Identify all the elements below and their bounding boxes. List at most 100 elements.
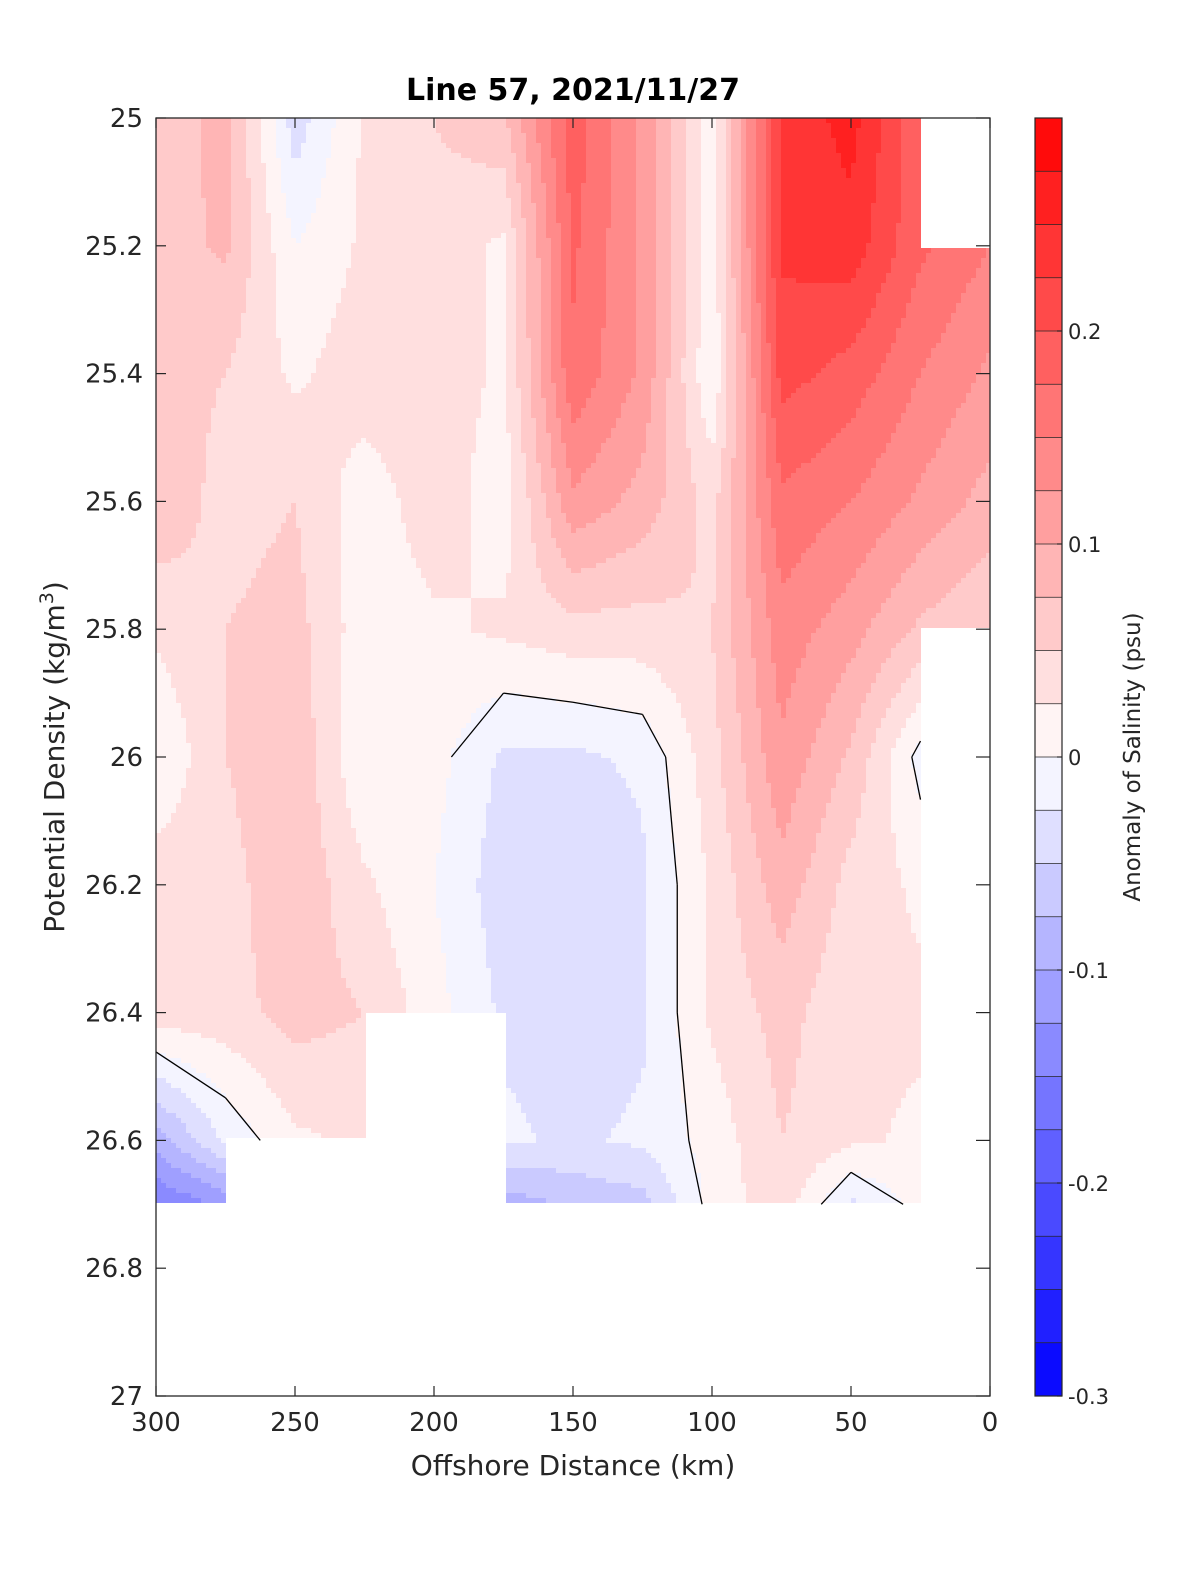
field-cell (856, 128, 881, 133)
field-cell (716, 218, 726, 223)
field-cell (226, 758, 316, 763)
field-cell (766, 768, 806, 773)
field-cell (156, 753, 191, 758)
field-cell (561, 243, 571, 248)
field-cell (276, 298, 341, 303)
field-cell (901, 573, 966, 578)
field-cell (901, 123, 921, 128)
field-cell (156, 583, 251, 588)
field-cell (716, 203, 726, 208)
field-cell (281, 523, 296, 528)
field-cell (741, 748, 761, 753)
field-cell (506, 308, 516, 313)
field-cell (676, 1033, 711, 1038)
field-cell (716, 393, 726, 398)
field-cell (261, 1008, 361, 1013)
field-cell (801, 1028, 921, 1033)
field-cell (781, 1118, 786, 1123)
field-cell (306, 593, 341, 598)
field-cell (696, 503, 716, 508)
field-cell (701, 848, 731, 853)
field-cell (566, 128, 586, 133)
field-cell (901, 168, 921, 173)
field-cell (881, 533, 936, 538)
field-cell (716, 148, 726, 153)
field-cell (801, 1053, 921, 1058)
field-cell (601, 513, 656, 518)
field-cell (731, 243, 741, 248)
field-cell (781, 218, 871, 223)
field-cell (156, 213, 206, 218)
field-cell (601, 338, 636, 343)
field-cell (341, 578, 426, 583)
field-cell (446, 778, 491, 783)
field-cell (636, 208, 656, 213)
field-cell (276, 133, 291, 138)
field-cell (321, 823, 351, 828)
field-cell (851, 418, 901, 423)
field-cell (211, 1183, 226, 1188)
field-cell (676, 698, 716, 703)
field-cell (886, 713, 911, 718)
field-cell (776, 433, 836, 438)
field-cell (531, 188, 546, 193)
field-cell (761, 523, 771, 528)
field-cell (531, 528, 551, 533)
field-cell (891, 813, 921, 818)
field-cell (536, 1133, 611, 1138)
field-cell (291, 233, 301, 238)
field-cell (316, 768, 341, 773)
field-cell (581, 243, 606, 248)
field-cell (931, 353, 986, 358)
field-cell (686, 163, 701, 168)
field-cell (626, 778, 666, 783)
field-cell (641, 813, 671, 818)
field-cell (636, 273, 656, 278)
field-cell (801, 383, 871, 388)
field-cell (651, 418, 666, 423)
field-cell (636, 248, 656, 253)
field-cell (231, 218, 251, 223)
field-cell (721, 318, 726, 323)
field-cell (646, 533, 696, 538)
field-cell (766, 778, 801, 783)
field-cell (531, 503, 546, 508)
field-cell (486, 303, 506, 308)
field-cell (766, 583, 846, 588)
field-cell (486, 268, 506, 273)
field-cell (521, 428, 536, 433)
field-cell (811, 633, 866, 638)
field-cell (786, 1128, 891, 1133)
field-cell (471, 578, 506, 583)
field-cell (826, 703, 861, 708)
field-cell (776, 548, 806, 553)
field-cell (186, 723, 226, 728)
field-cell (751, 803, 771, 808)
field-cell (411, 543, 471, 548)
field-cell (976, 478, 990, 483)
field-cell (251, 883, 331, 888)
field-cell (771, 208, 781, 213)
field-cell (161, 828, 241, 833)
field-cell (516, 373, 531, 378)
field-cell (656, 168, 671, 173)
field-cell (706, 1023, 761, 1028)
field-cell (331, 888, 376, 893)
field-cell (686, 203, 701, 208)
field-cell (311, 698, 341, 703)
field-cell (586, 168, 611, 173)
field-cell (506, 303, 516, 308)
field-cell (891, 653, 921, 658)
field-cell (646, 1003, 676, 1008)
field-cell (571, 213, 581, 218)
field-cell (771, 148, 781, 153)
field-cell (156, 493, 201, 498)
field-cell (311, 648, 341, 653)
field-cell (871, 683, 901, 688)
field-cell (881, 283, 916, 288)
field-cell (156, 993, 256, 998)
field-cell (896, 228, 921, 233)
field-cell (506, 1013, 646, 1018)
field-cell (571, 208, 581, 213)
field-cell (686, 333, 701, 338)
